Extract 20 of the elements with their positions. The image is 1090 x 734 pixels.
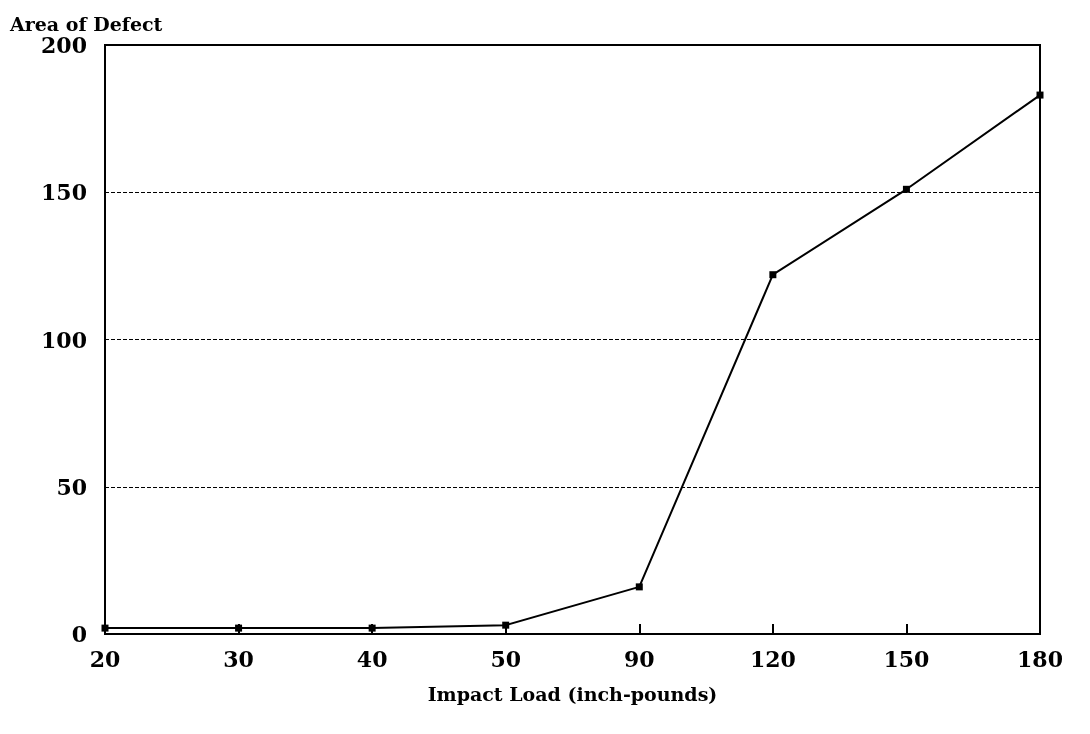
x-tick-label: 180 (1017, 646, 1063, 672)
x-tick-label: 30 (223, 646, 254, 672)
y-axis-title: Area of Defect (9, 12, 163, 35)
y-tick-label: 0 (71, 621, 87, 647)
x-axis-title: Impact Load (inch-pounds) (427, 682, 718, 705)
point (635, 583, 643, 591)
y-tick-label: 100 (41, 326, 87, 353)
y-tick-label: 200 (41, 32, 87, 58)
x-tick-label: 50 (490, 646, 522, 672)
point (902, 185, 910, 193)
y-tick-label: 150 (41, 179, 87, 206)
x-tick-label: 150 (883, 646, 930, 672)
x-tick-label: 120 (749, 646, 796, 672)
x-tick-label: 20 (89, 646, 121, 672)
x-tick-label: 90 (623, 646, 655, 672)
x-tick-label: 40 (356, 646, 388, 672)
point (1036, 91, 1044, 99)
point (502, 621, 510, 629)
point (769, 271, 777, 279)
y-tick-label: 50 (56, 473, 87, 500)
